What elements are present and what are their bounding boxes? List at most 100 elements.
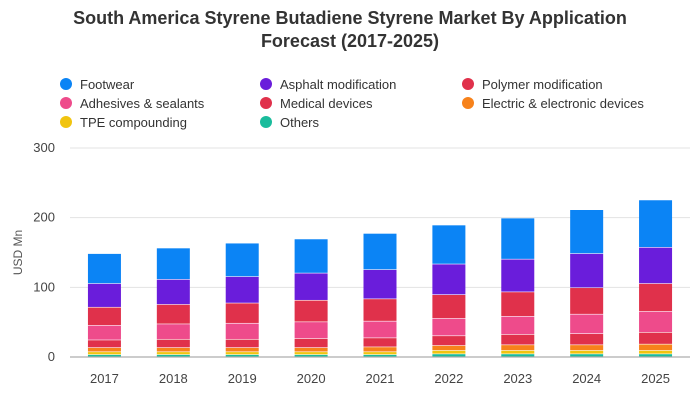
x-tick-label: 2023 [503, 371, 532, 386]
bar-segment [87, 352, 121, 355]
legend-swatch [60, 97, 72, 109]
bar-segment [363, 352, 397, 355]
legend-label: Electric & electronic devices [482, 95, 644, 111]
x-tick-label: 2017 [90, 371, 119, 386]
bar-segment [570, 354, 604, 357]
legend-item[interactable]: Adhesives & sealants [60, 94, 204, 112]
bar-segment [639, 332, 673, 344]
bar-segment [501, 350, 535, 354]
y-tick-label: 300 [33, 140, 55, 155]
bar-segment [501, 316, 535, 335]
legend-item[interactable]: Others [260, 113, 319, 131]
bar-segment [225, 339, 259, 348]
y-tick-label: 100 [33, 279, 55, 294]
legend-label: Medical devices [280, 95, 373, 111]
bar-segment [432, 318, 466, 336]
legend-item[interactable]: Electric & electronic devices [462, 94, 644, 112]
y-axis-label: USD Mn [11, 230, 25, 275]
bar-segment [363, 347, 397, 352]
bar-segment [294, 239, 328, 273]
legend-item[interactable]: Asphalt modification [260, 75, 396, 93]
bar-segment [570, 210, 604, 254]
chart-title-line-2: Forecast (2017-2025) [260, 31, 440, 51]
bar-segment [501, 292, 535, 316]
legend-item[interactable]: TPE compounding [60, 113, 187, 131]
legend-label: Asphalt modification [280, 76, 397, 92]
bar-segment [639, 283, 673, 312]
legend-swatch [462, 78, 474, 90]
bar-segment [570, 314, 604, 334]
bar-segment [87, 347, 121, 352]
bar-segment [363, 269, 397, 299]
bar-segment [225, 303, 259, 323]
bar-segment [570, 350, 604, 354]
legend-label: Others [280, 114, 320, 130]
bar-segment [294, 300, 328, 322]
bar-segment [363, 354, 397, 357]
x-tick-label: 2022 [434, 371, 463, 386]
bar-segment [294, 352, 328, 355]
bar-segment [156, 347, 190, 352]
y-tick-label: 0 [48, 349, 55, 364]
legend-label: Footwear [80, 76, 135, 92]
bar-segment [225, 347, 259, 352]
bar-segment [294, 347, 328, 352]
bar-segment [432, 336, 466, 346]
bar-segment [501, 334, 535, 345]
bar-segment [294, 354, 328, 357]
bar-segment [432, 354, 466, 357]
bar-segment [87, 325, 121, 340]
bar-segment [639, 354, 673, 357]
legend-label: Polymer modification [482, 76, 603, 92]
legend-swatch [60, 116, 72, 128]
x-tick-label: 2018 [159, 371, 188, 386]
bar-segment [570, 253, 604, 288]
bar-segment [225, 352, 259, 355]
bar-segment [87, 354, 121, 357]
y-tick-label: 200 [33, 210, 55, 225]
bar-segment [639, 350, 673, 354]
bar-segment [294, 338, 328, 348]
x-tick-label: 2025 [641, 371, 670, 386]
legend-swatch [260, 97, 272, 109]
chart-title-line-1: South America Styrene Butadiene Styrene … [73, 8, 627, 28]
legend-item[interactable]: Footwear [60, 75, 134, 93]
bar-segment [156, 304, 190, 324]
legend-label: Adhesives & sealants [80, 95, 205, 111]
chart-title: South America Styrene Butadiene Styrene … [0, 7, 700, 53]
bar-segment [432, 350, 466, 354]
bar-segment [87, 340, 121, 348]
bar-segment [156, 279, 190, 305]
x-tick-label: 2021 [366, 371, 395, 386]
bar-segment [501, 218, 535, 259]
bar-segment [156, 354, 190, 357]
bar-segment [570, 334, 604, 345]
bar-segment [225, 354, 259, 357]
bar-segment [363, 338, 397, 347]
bar-segment [363, 299, 397, 321]
bar-segment [501, 259, 535, 292]
bar-segment [501, 345, 535, 351]
bar-segment [225, 276, 259, 303]
legend-item[interactable]: Medical devices [260, 94, 373, 112]
bar-segment [432, 345, 466, 351]
bar-segment [156, 324, 190, 339]
bar-segment [639, 200, 673, 248]
bar-segment [294, 273, 328, 300]
bar-segment [570, 288, 604, 314]
x-tick-label: 2019 [228, 371, 257, 386]
bar-segment [639, 247, 673, 284]
bar-segment [639, 311, 673, 333]
legend-swatch [462, 97, 474, 109]
legend-label: TPE compounding [80, 114, 187, 130]
bar-segment [501, 354, 535, 357]
x-tick-label: 2024 [572, 371, 601, 386]
bar-segment [432, 225, 466, 264]
legend-item[interactable]: Polymer modification [462, 75, 603, 93]
bar-segment [363, 321, 397, 338]
legend-swatch [260, 116, 272, 128]
x-tick-label: 2020 [297, 371, 326, 386]
bar-segment [294, 322, 328, 339]
bar-segment [570, 345, 604, 351]
legend-swatch [60, 78, 72, 90]
